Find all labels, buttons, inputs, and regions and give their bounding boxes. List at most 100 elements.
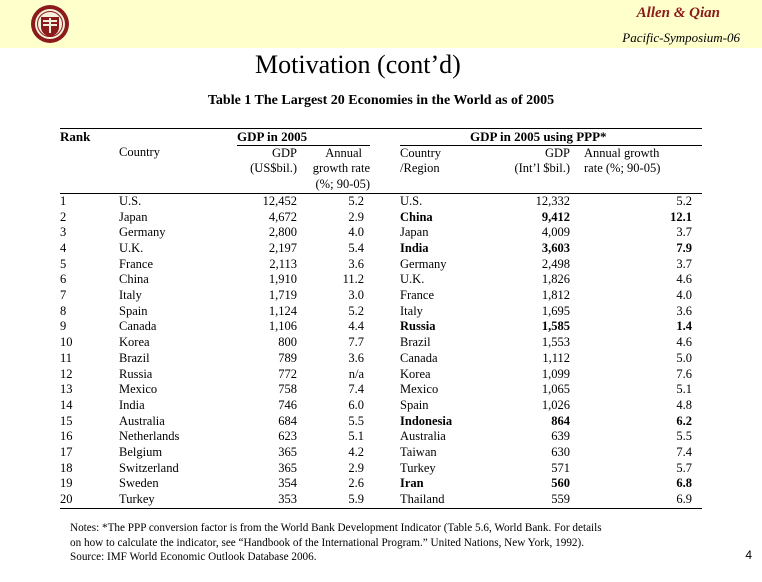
ppp-growth-cell: 6.8 xyxy=(676,476,693,491)
rank-cell: 11 xyxy=(60,350,73,365)
rank-cell: 15 xyxy=(60,413,73,428)
slide-title: Motivation (cont’d) xyxy=(255,50,461,79)
table-row: 15 Australia 684 5.5 Indonesia 864 6.2 xyxy=(60,414,702,430)
gdp-cell: 758 xyxy=(278,382,297,397)
ppp-country-cell: U.S. xyxy=(400,193,423,208)
spacer-cell xyxy=(370,210,400,226)
ppp-growth-cell: 5.1 xyxy=(676,382,693,397)
growth-cell: 3.0 xyxy=(348,288,365,303)
spacer-cell xyxy=(370,476,400,492)
gdp-cell: 1,719 xyxy=(268,288,297,303)
gdp-cell: 1,910 xyxy=(268,272,297,287)
region-header-line2: /Region xyxy=(400,161,440,176)
growth-cell: 5.2 xyxy=(348,193,365,208)
country-cell: Spain xyxy=(119,303,148,318)
country-cell: Germany xyxy=(119,225,166,240)
gdp-cell: 2,113 xyxy=(269,256,297,271)
gdp-group-header: GDP in 2005 xyxy=(237,128,371,146)
university-seal-icon xyxy=(31,5,69,43)
growth-cell: 4.4 xyxy=(348,319,365,334)
table-row: 12 Russia 772 n/a Korea 1,099 7.6 xyxy=(60,367,702,383)
country-cell: France xyxy=(119,256,154,271)
ppp-gdp-cell: 3,603 xyxy=(541,240,571,255)
ppp-gdp-cell: 1,112 xyxy=(542,350,571,365)
spacer-cell xyxy=(370,398,400,414)
ppp-growth-cell: 12.1 xyxy=(670,209,693,224)
growth-cell: 5.2 xyxy=(348,303,365,318)
column-subheader-row: (US$bil.) growth rate /Region (Int’l $bi… xyxy=(60,161,702,177)
rank-cell: 13 xyxy=(60,382,73,397)
ppp-growth-cell: 7.6 xyxy=(676,366,693,381)
country-cell: Switzerland xyxy=(119,460,179,475)
ppp-gdp-cell: 1,812 xyxy=(541,288,571,303)
conference-name: Pacific-Symposium-06 xyxy=(622,30,740,45)
ppp-growth-header: Annual growth xyxy=(584,145,660,160)
group-header-row: Rank GDP in 2005 GDP in 2005 using PPP* xyxy=(60,128,703,146)
rank-cell: 19 xyxy=(60,476,73,491)
growth-cell: 5.1 xyxy=(348,429,365,444)
header-band: Allen & Qian Pacific-Symposium-06 xyxy=(0,0,762,48)
ppp-gdp-unit: (Int’l $bil.) xyxy=(514,161,571,176)
ppp-country-cell: Italy xyxy=(400,303,423,318)
ppp-country-cell: Australia xyxy=(400,429,446,444)
table-row: 3 Germany 2,800 4.0 Japan 4,009 3.7 xyxy=(60,225,702,241)
spacer-cell xyxy=(370,429,400,445)
growth-header: Annual xyxy=(325,145,363,160)
growth-cell: 4.2 xyxy=(348,445,365,460)
table-row: 9 Canada 1,106 4.4 Russia 1,585 1.4 xyxy=(60,319,702,335)
notes-line-1: Notes: *The PPP conversion factor is fro… xyxy=(70,522,602,534)
country-cell: Japan xyxy=(119,209,148,224)
ppp-growth-cell: 7.4 xyxy=(676,445,693,460)
column-header-row: Country GDP Annual Country GDP Annual gr… xyxy=(60,145,702,161)
gdp-cell: 2,800 xyxy=(268,225,297,240)
ppp-country-cell: Turkey xyxy=(400,460,436,475)
rank-cell: 3 xyxy=(60,225,67,240)
author-name: Allen & Qian xyxy=(636,5,720,21)
table-notes: Notes: *The PPP conversion factor is fro… xyxy=(70,521,602,565)
spacer-cell xyxy=(370,351,400,367)
ppp-gdp-cell: 4,009 xyxy=(541,225,571,240)
ppp-country-cell: Indonesia xyxy=(400,413,453,428)
growth-header-line3: (%; 90-05) xyxy=(297,177,371,194)
ppp-growth-cell: 4.6 xyxy=(676,335,693,350)
growth-cell: 2.9 xyxy=(348,209,365,224)
economies-table: Rank GDP in 2005 GDP in 2005 using PPP* … xyxy=(60,128,703,509)
spacer-cell xyxy=(370,304,400,320)
ppp-gdp-cell: 1,826 xyxy=(541,272,571,287)
growth-cell: 5.9 xyxy=(297,492,371,509)
gdp-cell: 772 xyxy=(278,366,297,381)
notes-line-2: on how to calculate the indicator, see “… xyxy=(70,536,585,549)
table-row: 11 Brazil 789 3.6 Canada 1,112 5.0 xyxy=(60,351,702,367)
table-row: 2 Japan 4,672 2.9 China 9,412 12.1 xyxy=(60,210,702,226)
growth-cell: 3.6 xyxy=(348,256,365,271)
rank-cell: 16 xyxy=(60,429,73,444)
ppp-country-cell: Mexico xyxy=(400,382,439,397)
rank-cell: 10 xyxy=(60,335,73,350)
ppp-gdp-cell: 1,695 xyxy=(541,303,571,318)
rank-cell: 8 xyxy=(60,303,67,318)
spacer-cell xyxy=(370,288,400,304)
ppp-gdp-cell: 1,065 xyxy=(541,382,571,397)
region-header: Country xyxy=(400,145,441,160)
ppp-gdp-cell: 1,099 xyxy=(541,366,571,381)
gdp-cell: 800 xyxy=(278,335,297,350)
ppp-gdp-cell: 630 xyxy=(551,445,571,460)
column-subheader-row-2: (%; 90-05) xyxy=(60,177,703,194)
ppp-growth-cell: 3.7 xyxy=(676,256,693,271)
rank-cell: 7 xyxy=(60,288,67,303)
ppp-country-cell: Germany xyxy=(400,256,447,271)
ppp-gdp-header: GDP xyxy=(545,145,571,160)
growth-cell: 6.0 xyxy=(348,397,365,412)
country-cell: India xyxy=(119,397,145,412)
ppp-country-cell: Canada xyxy=(400,350,438,365)
page-number: 4 xyxy=(745,548,752,562)
table-row: 8 Spain 1,124 5.2 Italy 1,695 3.6 xyxy=(60,304,702,320)
spacer-cell xyxy=(370,193,400,209)
table-row: 4 U.K. 2,197 5.4 India 3,603 7.9 xyxy=(60,241,702,257)
gdp-cell: 354 xyxy=(278,476,297,491)
growth-cell: n/a xyxy=(348,366,365,381)
ppp-country-cell: Taiwan xyxy=(400,445,437,460)
rank-cell: 12 xyxy=(60,366,73,381)
growth-cell: 7.4 xyxy=(348,382,365,397)
growth-cell: 5.4 xyxy=(348,240,365,255)
